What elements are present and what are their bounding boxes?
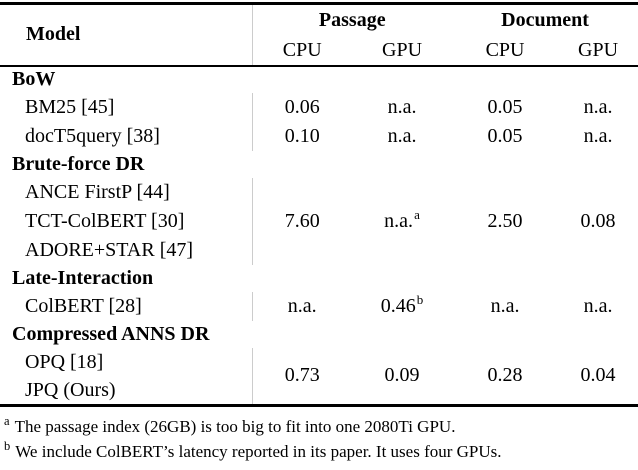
value-cell: 0.46b (352, 292, 452, 321)
footnote-b: b We include ColBERT’s latency reported i… (4, 439, 638, 464)
footnote-marker-sup: a (414, 206, 420, 222)
table-row: ANCE FirstP [44] 7.60 n.a.a 2.50 0.08 (0, 177, 638, 265)
value-cell: n.a. (352, 122, 452, 151)
model-name-cell: docT5query [38] (25, 124, 160, 147)
value-cell: n.a. (452, 292, 558, 321)
model-name-cell: TCT-ColBERT [30] (25, 209, 185, 232)
value-cell: 0.05 (452, 122, 558, 151)
value-cell-merged: 0.73 (251, 347, 352, 406)
value-text: n.a. (287, 294, 317, 317)
footnote-marker: a (4, 414, 10, 429)
table-row: JPQ (Ours) (0, 377, 638, 406)
value-text: 0.28 (487, 364, 523, 387)
group-header-bow: BoW (12, 68, 56, 90)
value-cell: n.a. (558, 292, 638, 321)
value-cell-merged: 0.09 (352, 348, 452, 406)
table-footnotes: a The passage index (26GB) is too big to … (0, 414, 638, 464)
table-row: OPQ [18] 0.73 0.09 0.28 0.04 (0, 347, 638, 406)
value-cell: n.a. (352, 93, 452, 122)
header-row-groups: Model Passage Document (0, 3, 638, 67)
column-header-document-cpu: CPU (452, 35, 559, 67)
model-name-cell: ANCE FirstP [44] (25, 180, 170, 203)
model-name-cell: BM25 [45] (25, 95, 115, 118)
value-text: 0.10 (284, 124, 320, 147)
value-text: n.a. (583, 124, 613, 147)
value-text: 0.46 (380, 294, 416, 317)
value-cell-merged: 0.28 (452, 348, 558, 406)
value-cell-merged: 2.50 (452, 178, 558, 265)
model-name-cell: ADORE+STAR [47] (25, 238, 194, 261)
table-row: docT5query [38] 0.10 n.a. 0.05 n.a. (0, 121, 638, 151)
group-header-late-interaction: Late-Interaction (12, 266, 154, 289)
footnote-a: a The passage index (26GB) is too big to … (4, 414, 638, 439)
column-header-model: Model (0, 3, 252, 67)
value-text: n.a. (583, 95, 613, 118)
value-text: 2.50 (487, 209, 523, 232)
footnote-marker: b (4, 439, 11, 454)
value-text: 0.73 (284, 364, 320, 387)
group-header-compressed-anns-dr: Compressed ANNS DR (12, 322, 210, 345)
value-text: n.a. (384, 209, 414, 232)
group-header-row: Late-Interaction (0, 265, 638, 292)
group-header-row: BoW (0, 66, 638, 93)
column-header-passage-cpu: CPU (251, 35, 352, 67)
value-text: 0.04 (580, 364, 616, 387)
value-text: 0.09 (384, 364, 420, 387)
value-cell: n.a. (251, 291, 352, 321)
value-text: 7.60 (284, 209, 320, 232)
footnote-text: The passage index (26GB) is too big to f… (14, 417, 456, 436)
group-header-row: Brute-force DR (0, 151, 638, 178)
column-header-document-gpu: GPU (558, 35, 638, 67)
value-cell: 0.05 (452, 93, 558, 122)
model-name-cell: JPQ (Ours) (25, 378, 116, 401)
table-row: BM25 [45] 0.06 n.a. 0.05 n.a. (0, 92, 638, 122)
model-name-cell: ColBERT [28] (25, 294, 142, 317)
value-text: n.a. (490, 294, 520, 317)
value-text: 0.05 (487, 124, 523, 147)
column-group-passage: Passage (251, 3, 453, 36)
latency-table: Model Passage Document CPU GPU CPU GPU B… (0, 2, 638, 407)
footnote-marker-sup: b (416, 291, 424, 307)
header-row-subcolumns: CPU GPU CPU GPU (0, 35, 638, 67)
value-cell-merged: n.a.a (352, 178, 452, 265)
table-row: TCT-ColBERT [30] (0, 207, 638, 236)
column-header-passage-gpu: GPU (352, 35, 453, 67)
value-cell: 0.10 (251, 121, 352, 151)
column-group-document: Document (501, 8, 589, 31)
footnote-text: We include ColBERT’s latency reported in… (15, 442, 502, 461)
value-text: n.a. (583, 294, 613, 317)
table-row: ColBERT [28] n.a. 0.46b n.a. n.a. (0, 291, 638, 321)
value-text: n.a. (387, 95, 417, 118)
value-text: 0.06 (284, 95, 320, 118)
value-cell-merged: 0.04 (558, 348, 638, 406)
group-header-row: Compressed ANNS DR (0, 321, 638, 348)
value-cell: n.a. (558, 122, 638, 151)
value-text: 0.08 (580, 209, 616, 232)
model-name-cell: OPQ [18] (25, 350, 104, 373)
value-text: 0.05 (487, 95, 523, 118)
value-cell-merged: 7.60 (251, 177, 352, 265)
table-row: ADORE+STAR [47] (0, 236, 638, 265)
group-header-brute-force-dr: Brute-force DR (12, 152, 145, 175)
value-cell: n.a. (558, 93, 638, 122)
value-text: n.a. (387, 124, 417, 147)
value-cell-merged: 0.08 (558, 178, 638, 265)
value-cell: 0.06 (251, 92, 352, 122)
